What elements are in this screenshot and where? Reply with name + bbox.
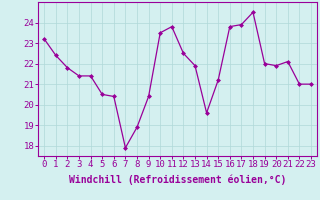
X-axis label: Windchill (Refroidissement éolien,°C): Windchill (Refroidissement éolien,°C): [69, 175, 286, 185]
